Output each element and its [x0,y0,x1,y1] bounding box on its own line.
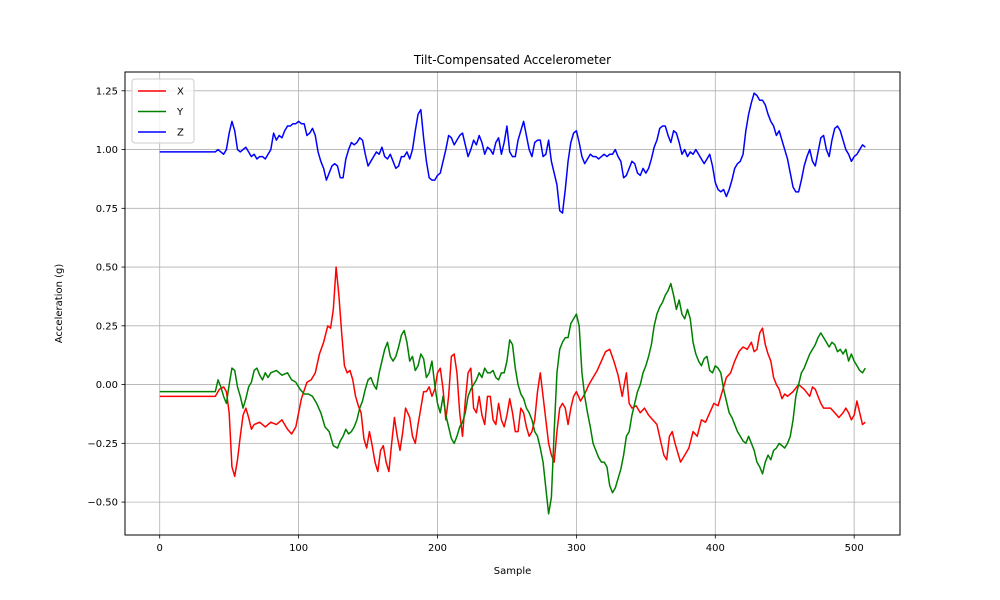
y-tick-label: 0.00 [96,380,118,391]
x-tick-label: 500 [845,543,864,554]
legend: XYZ [131,78,195,144]
x-axis-ticks: 0 100 200 300 400 500 [157,535,864,554]
x-axis-label: Sample [494,566,532,577]
y-tick-label: −0.50 [87,498,118,509]
y-tick-label: −0.25 [87,439,118,450]
legend-label-z: Z [177,128,184,139]
y-tick-label: 0.25 [96,321,118,332]
x-tick-label: 400 [706,543,725,554]
x-tick-label: 200 [428,543,447,554]
legend-label-x: X [177,87,184,98]
grid-lines [125,72,900,535]
y-tick-label: 0.75 [96,204,118,215]
plot-frame [124,71,901,536]
y-tick-label: 1.25 [96,86,118,97]
series-line-y [159,282,866,515]
chart-title: Tilt-Compensated Accelerometer [413,53,611,67]
y-tick-label: 0.50 [96,263,118,274]
series-line-x [159,266,866,477]
series-line-z [159,92,866,214]
y-axis-ticks: −0.50 −0.25 0.00 0.25 0.50 0.75 1.00 1.25 [87,86,125,509]
x-tick-label: 100 [289,543,308,554]
y-axis-label: Acceleration (g) [54,264,65,344]
x-tick-label: 0 [157,543,163,554]
legend-label-y: Y [176,107,184,118]
plot-area [159,92,866,515]
y-tick-label: 1.00 [96,145,118,156]
x-tick-label: 300 [567,543,586,554]
